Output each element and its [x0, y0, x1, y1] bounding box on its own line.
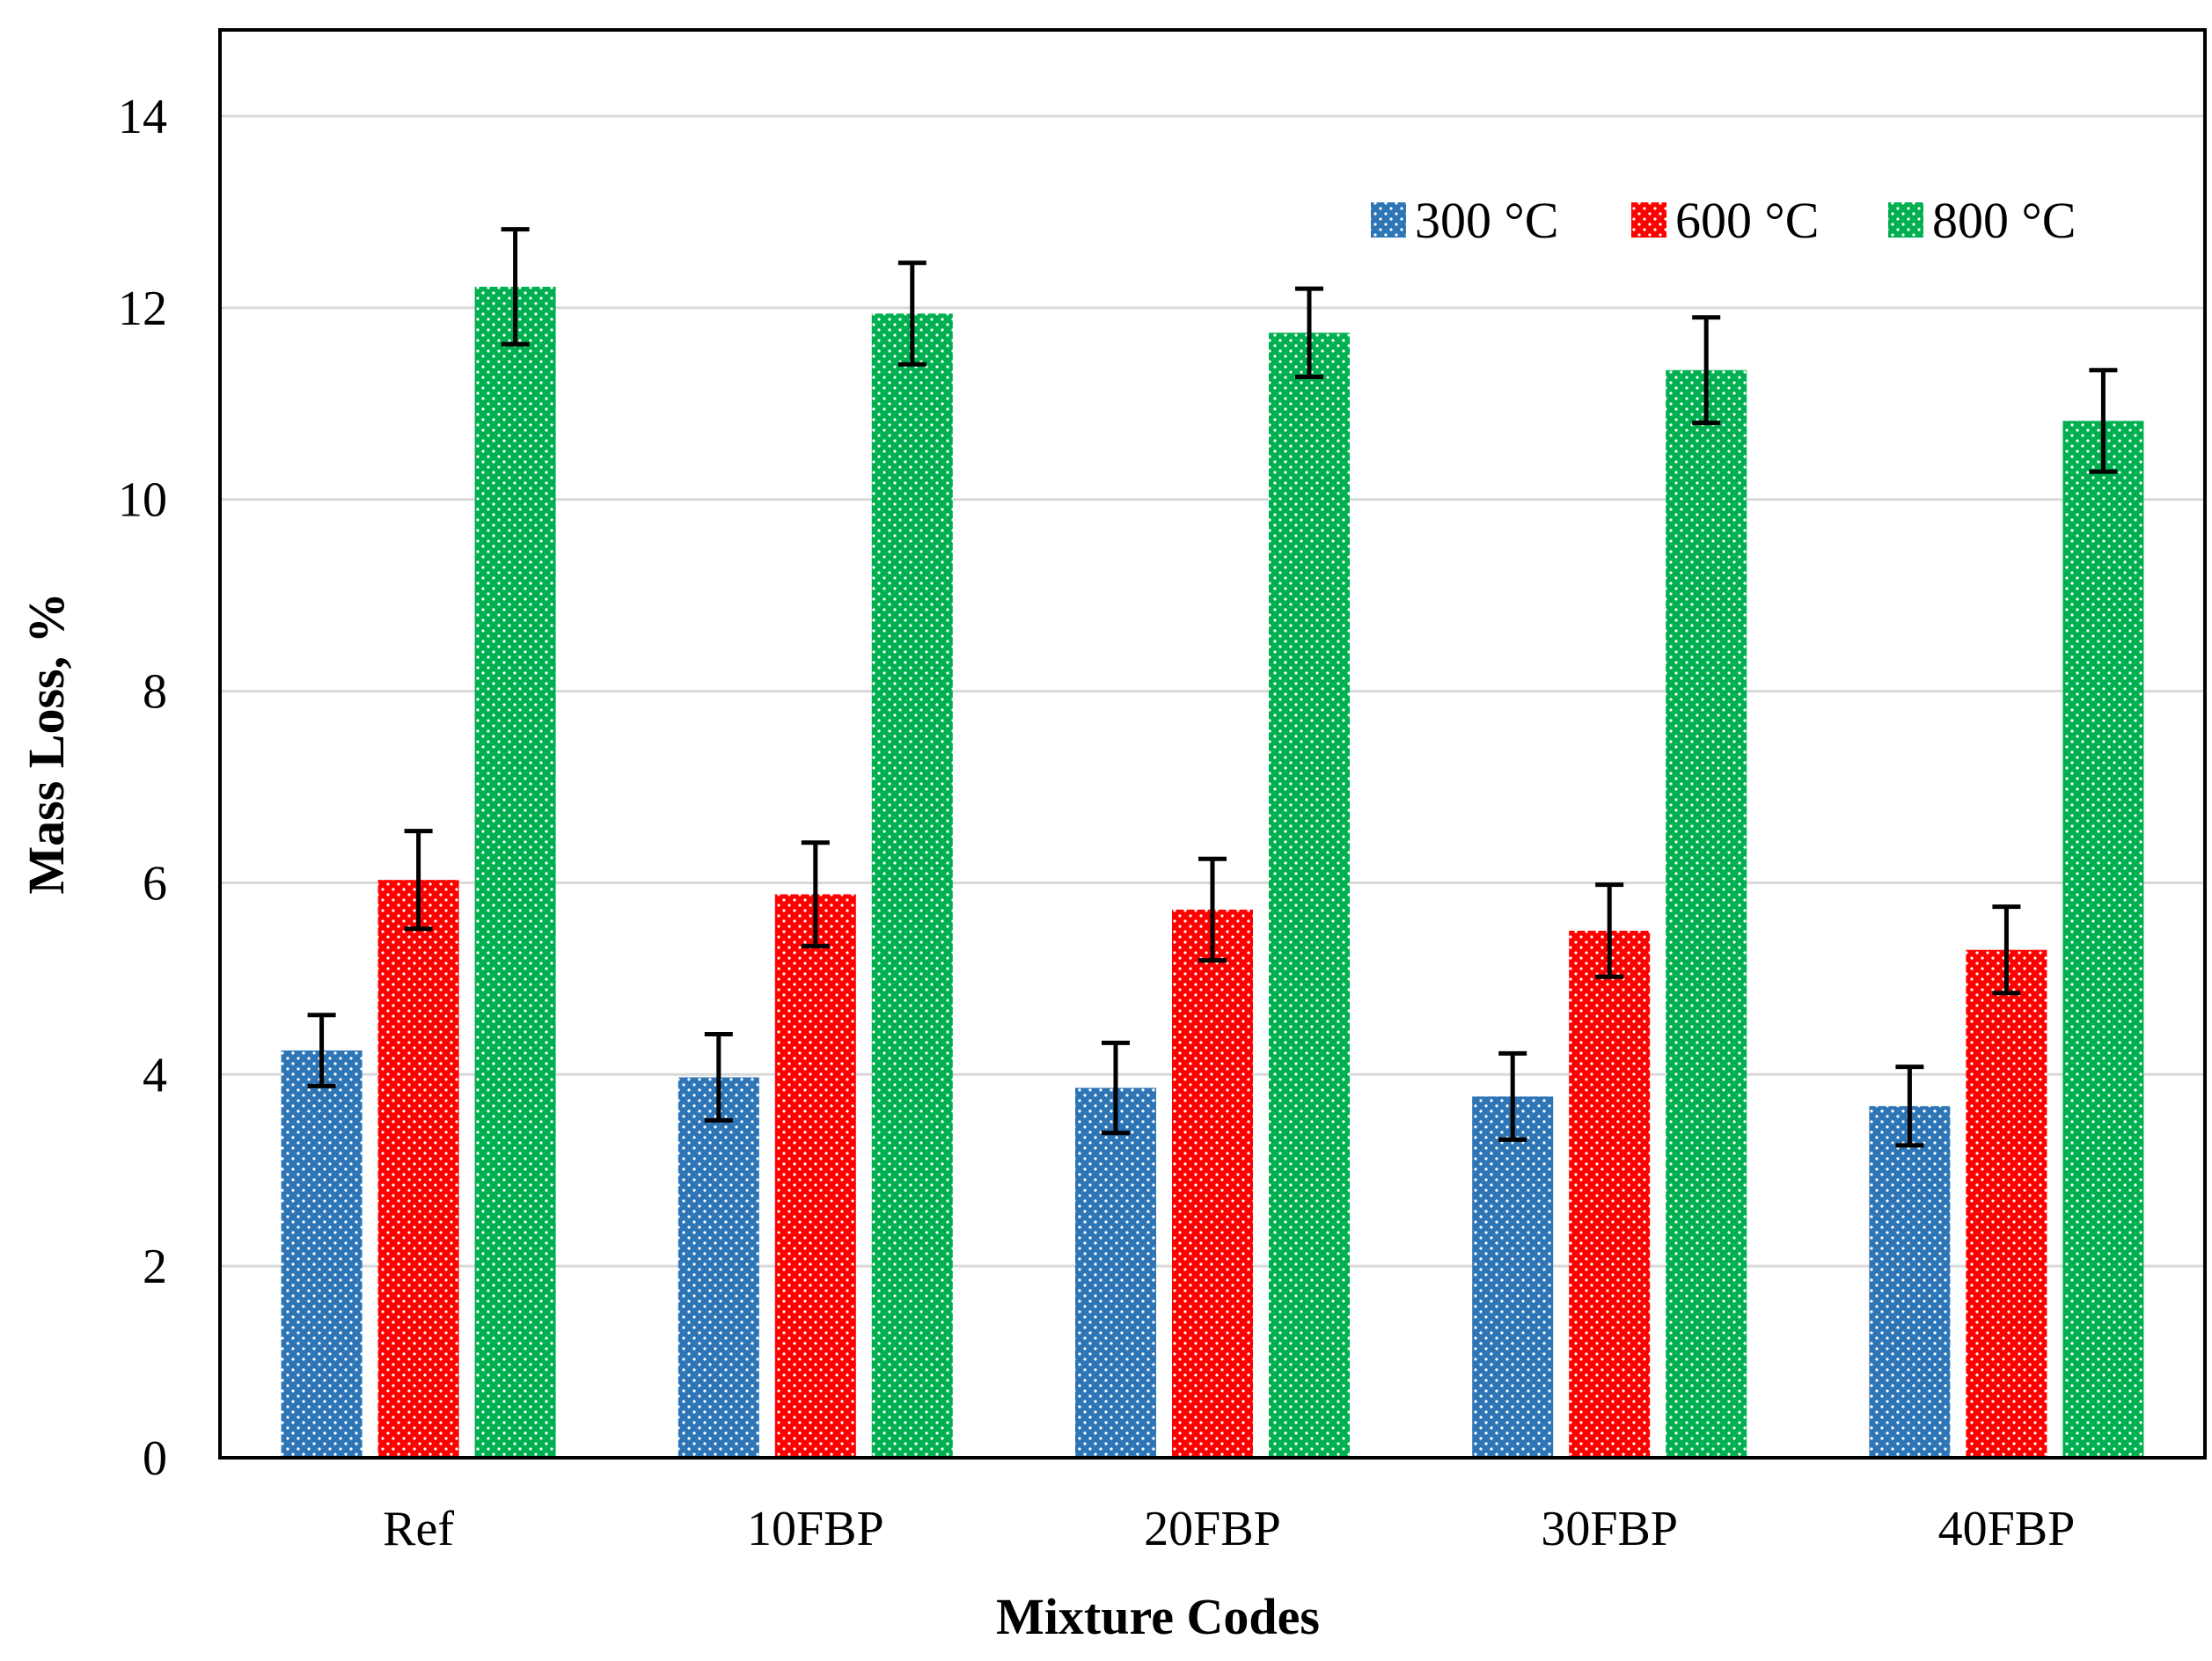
x-tick-label-30FBP: 30FBP [1541, 1502, 1678, 1556]
bar-20FBP-series-1 [1172, 909, 1253, 1458]
error-bar-20FBP-series-1 [1198, 856, 1227, 963]
error-bar-Ref-series-2 [501, 227, 530, 347]
y-tick-label-12: 12 [118, 282, 167, 336]
y-tick-label-10: 10 [118, 473, 167, 528]
bars [281, 286, 2144, 1459]
error-bar-Ref-series-1 [404, 829, 433, 932]
y-tick-label-4: 4 [143, 1048, 167, 1102]
y-tick-label-8: 8 [143, 665, 167, 720]
legend-swatch-series-0 [1371, 202, 1406, 238]
error-bar-20FBP-series-0 [1102, 1040, 1130, 1136]
bar-40FBP-series-2 [2062, 421, 2144, 1458]
x-tick-label-Ref: Ref [383, 1502, 454, 1556]
error-bar-40FBP-series-2 [2089, 368, 2118, 474]
error-bar-40FBP-series-1 [1992, 904, 2021, 996]
error-bar-10FBP-series-2 [897, 260, 927, 367]
error-bar-10FBP-series-1 [801, 840, 830, 948]
legend: 300 °C 600 °C 800 °C [1371, 192, 2076, 249]
y-axis-title: Mass Loss, % [18, 592, 75, 894]
y-tick-label-14: 14 [118, 90, 167, 144]
bar-20FBP-series-2 [1269, 333, 1350, 1458]
x-axis-ticks: Ref 10FBP 20FBP 30FBP 40FBP [383, 1502, 2075, 1556]
legend-swatch-series-1 [1631, 202, 1666, 238]
x-tick-label-40FBP: 40FBP [1938, 1502, 2076, 1556]
legend-swatch-series-2 [1888, 202, 1923, 238]
legend-label-series-2: 800 °C [1932, 192, 2076, 249]
bar-Ref-series-2 [474, 286, 556, 1459]
x-tick-label-20FBP: 20FBP [1144, 1502, 1281, 1556]
bar-30FBP-series-0 [1472, 1096, 1554, 1458]
y-tick-label-2: 2 [143, 1240, 167, 1294]
error-bar-40FBP-series-0 [1895, 1065, 1924, 1148]
bar-Ref-series-1 [377, 880, 459, 1458]
bar-10FBP-series-1 [774, 894, 856, 1458]
legend-label-series-0: 300 °C [1415, 192, 1558, 249]
error-bar-20FBP-series-2 [1295, 286, 1323, 379]
bar-40FBP-series-1 [1966, 949, 2047, 1458]
bar-30FBP-series-2 [1666, 370, 1747, 1458]
y-tick-label-6: 6 [143, 856, 167, 911]
error-bars [307, 227, 2118, 1148]
error-bar-Ref-series-0 [307, 1013, 336, 1088]
bar-Ref-series-0 [281, 1050, 363, 1458]
x-tick-label-10FBP: 10FBP [747, 1502, 884, 1556]
legend-label-series-1: 600 °C [1675, 192, 1819, 249]
y-axis-ticks: 0 2 4 6 8 10 12 14 [118, 90, 167, 1486]
bar-10FBP-series-0 [678, 1077, 759, 1458]
error-bar-30FBP-series-2 [1692, 315, 1721, 426]
x-axis-title: Mixture Codes [996, 1588, 1320, 1645]
bar-20FBP-series-0 [1075, 1087, 1156, 1458]
bar-10FBP-series-2 [871, 313, 953, 1458]
y-tick-label-0: 0 [143, 1431, 167, 1486]
bar-30FBP-series-1 [1569, 930, 1651, 1458]
error-bar-10FBP-series-0 [704, 1032, 733, 1123]
error-bar-30FBP-series-1 [1595, 882, 1624, 979]
bar-40FBP-series-0 [1869, 1106, 1951, 1458]
error-bar-30FBP-series-0 [1498, 1050, 1527, 1142]
plot-area-border [218, 28, 2207, 1460]
